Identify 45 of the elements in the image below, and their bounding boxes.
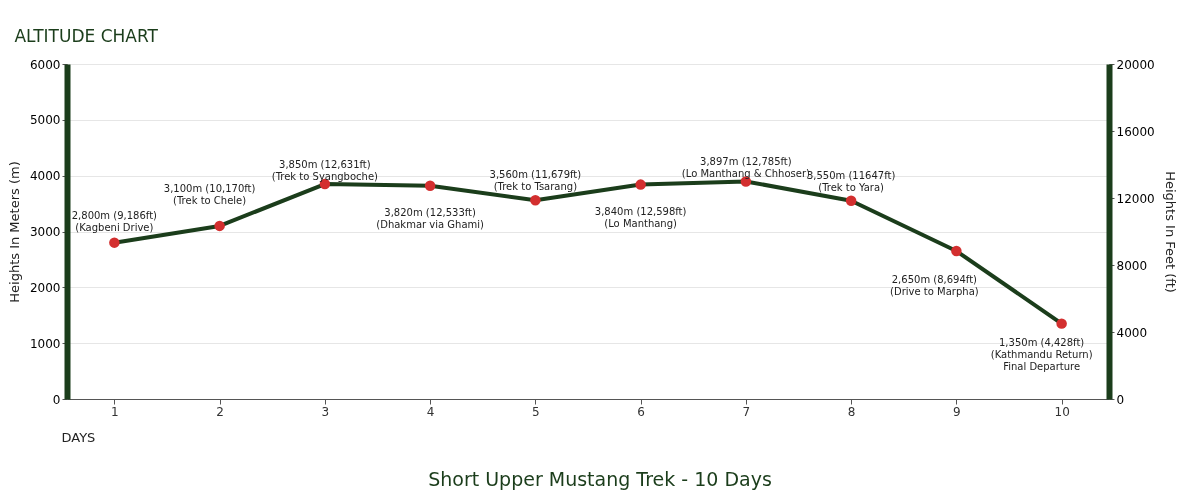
y-tick-label: 3000 [29,225,61,239]
y2-tick-label: 12000 [1116,191,1155,206]
annotation: 3,850m (12,631ft) (Trek to Syangboche) [271,159,379,183]
annotation: 3,100m (10,170ft) (Trek to Chele) [163,182,256,206]
x-tick-label: 10 [1054,404,1070,419]
point [1056,318,1067,329]
y-tick-label: 2000 [29,280,61,295]
y-axis-title: Heights In Meters (m) [6,161,22,303]
y-tick-label: 1000 [29,336,61,351]
y-tick-label: 4000 [29,169,61,184]
x-tick-label: 9 [953,404,961,419]
annotation: 3,897m (12,785ft) (Lo Manthang & Chhoser) [681,156,810,180]
y2-tick-label: 16000 [1116,124,1155,139]
point [635,179,646,190]
x-tick-label: 7 [742,404,751,419]
x-tick-label: 5 [532,404,540,419]
x-tick-label: 6 [637,404,645,419]
point [109,237,120,248]
annotation: 1,350m (4,428ft) (Kathmandu Return) Final Departure [990,336,1093,372]
point [530,195,541,206]
y-tick-label: 0 [52,392,61,407]
annotation: 3,840m (12,598ft) (Lo Manthang) [594,205,687,229]
point [424,180,436,191]
x-tick-label: 2 [216,404,224,419]
point [951,245,962,257]
annotation: 3,560m (11,679ft) (Trek to Tsarang) [489,169,582,193]
x-tick-label: 4 [426,404,435,419]
y-tick-label: 6000 [29,57,61,72]
y2-tick-label: 4000 [1116,325,1148,340]
x-axis-title: DAYS [61,429,96,445]
annotation: 2,800m (9,186ft) (Kagbeni Drive) [71,209,158,233]
y-tick-label: 5000 [29,113,61,128]
x-tick-label: 1 [111,404,119,419]
y2-axis-title: Heights In Feet (ft) [1162,171,1178,293]
x-tick-label: 8 [847,404,856,419]
annotation: 2,650m (8,694ft) (Drive to Marpha) [890,274,979,298]
x-tick-label: 3 [321,404,330,419]
point [845,195,857,207]
y2-tick-label: 20000 [1116,57,1155,72]
annotation: 3,820m (12,533ft) (Dhakmar via Ghami) [376,206,485,230]
y2-tick-label: 8000 [1116,258,1148,273]
point [214,220,225,232]
text: Short Upper Mustang Trek - 10 Days [427,468,773,490]
y2-tick-label: 0 [1116,392,1125,407]
chart-title: ALTITUDE CHART [14,26,159,46]
